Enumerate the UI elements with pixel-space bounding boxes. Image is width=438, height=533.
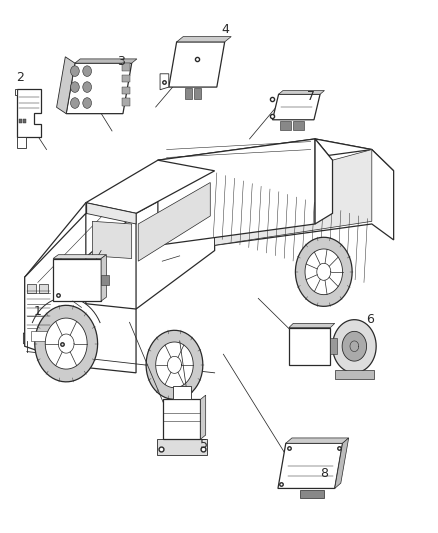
Circle shape: [83, 98, 92, 108]
Polygon shape: [272, 94, 320, 120]
Polygon shape: [300, 489, 324, 498]
Polygon shape: [335, 370, 374, 379]
Polygon shape: [286, 438, 349, 443]
Polygon shape: [201, 395, 206, 439]
Polygon shape: [185, 88, 192, 99]
Polygon shape: [280, 121, 290, 131]
Polygon shape: [136, 171, 215, 309]
Text: 6: 6: [366, 313, 374, 326]
Text: 5: 5: [200, 438, 208, 451]
Bar: [27, 284, 36, 293]
Polygon shape: [305, 249, 343, 295]
Polygon shape: [25, 277, 51, 341]
Bar: [122, 86, 130, 94]
Polygon shape: [17, 138, 25, 148]
Polygon shape: [332, 320, 376, 373]
Polygon shape: [156, 342, 193, 387]
Polygon shape: [35, 305, 98, 382]
Polygon shape: [215, 139, 372, 245]
Circle shape: [71, 98, 79, 108]
Polygon shape: [177, 37, 231, 42]
Bar: [122, 63, 130, 70]
Circle shape: [71, 82, 79, 92]
Polygon shape: [330, 338, 337, 354]
Polygon shape: [66, 63, 132, 114]
Polygon shape: [342, 332, 367, 361]
Polygon shape: [101, 275, 109, 285]
Polygon shape: [25, 203, 136, 288]
Polygon shape: [53, 259, 101, 301]
Polygon shape: [57, 57, 75, 114]
Circle shape: [83, 82, 92, 92]
Polygon shape: [157, 439, 207, 455]
Polygon shape: [296, 237, 352, 306]
Polygon shape: [315, 139, 332, 224]
Polygon shape: [86, 203, 136, 224]
Polygon shape: [158, 139, 372, 171]
Polygon shape: [14, 90, 17, 95]
Polygon shape: [23, 119, 26, 123]
Polygon shape: [293, 121, 304, 131]
Polygon shape: [45, 318, 87, 369]
Polygon shape: [23, 333, 52, 354]
Bar: [122, 98, 130, 106]
Polygon shape: [335, 438, 349, 488]
Polygon shape: [158, 139, 315, 245]
Polygon shape: [92, 221, 132, 259]
Polygon shape: [315, 139, 394, 171]
Polygon shape: [17, 90, 41, 138]
Polygon shape: [138, 182, 210, 261]
Polygon shape: [25, 213, 136, 373]
Polygon shape: [146, 330, 203, 399]
Text: 2: 2: [16, 71, 24, 84]
Text: 7: 7: [307, 90, 314, 103]
Polygon shape: [215, 150, 394, 245]
Text: 4: 4: [222, 23, 230, 36]
Text: 8: 8: [320, 467, 328, 480]
Polygon shape: [53, 255, 106, 259]
Text: 1: 1: [34, 305, 42, 318]
Polygon shape: [101, 255, 106, 301]
Polygon shape: [86, 160, 215, 213]
Text: 3: 3: [117, 55, 125, 68]
Polygon shape: [279, 91, 325, 94]
Polygon shape: [19, 119, 21, 123]
Polygon shape: [169, 42, 225, 87]
Circle shape: [71, 66, 79, 76]
Polygon shape: [289, 328, 330, 365]
Polygon shape: [194, 88, 201, 99]
Polygon shape: [289, 324, 335, 328]
Bar: [31, 332, 48, 341]
Circle shape: [83, 66, 92, 76]
Polygon shape: [163, 399, 201, 439]
Polygon shape: [173, 386, 191, 399]
Polygon shape: [278, 443, 343, 488]
Polygon shape: [160, 74, 169, 90]
Bar: [122, 75, 130, 82]
Bar: [39, 284, 48, 293]
Polygon shape: [75, 59, 137, 63]
